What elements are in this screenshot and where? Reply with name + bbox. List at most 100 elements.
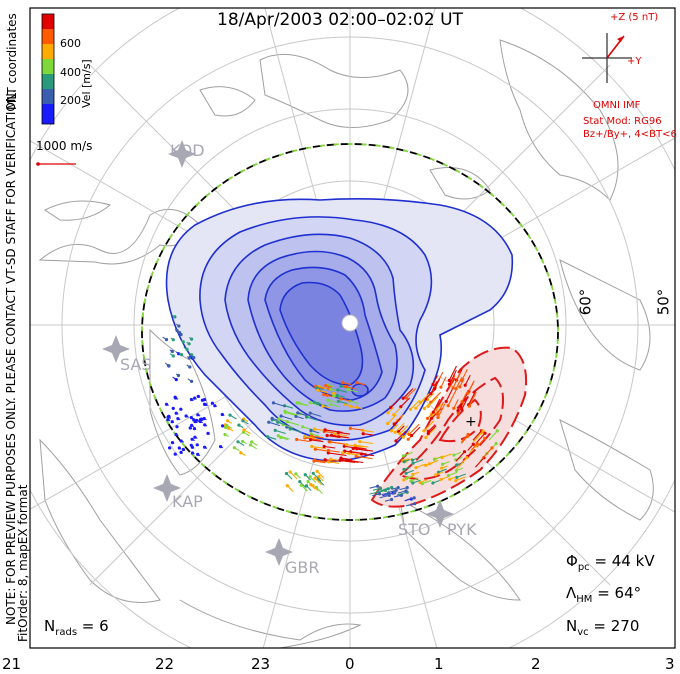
vector-line bbox=[306, 416, 319, 422]
vector-line bbox=[397, 490, 407, 494]
vector-line bbox=[372, 493, 380, 497]
hm-boundary bbox=[141, 143, 559, 521]
vector-line bbox=[287, 421, 300, 426]
vector-line bbox=[186, 356, 190, 359]
vector-line bbox=[240, 452, 246, 456]
vector-line bbox=[316, 470, 325, 479]
vector-line bbox=[359, 441, 374, 445]
vector-line bbox=[363, 429, 374, 433]
vector-line bbox=[461, 391, 468, 403]
vector-line bbox=[460, 435, 469, 444]
vector-line bbox=[280, 415, 293, 420]
imf-y-label: +Y bbox=[627, 56, 642, 67]
vector-line bbox=[334, 433, 347, 437]
vector-line bbox=[166, 403, 169, 406]
vector-line bbox=[394, 418, 401, 425]
vector-line bbox=[191, 424, 195, 428]
vector-line bbox=[178, 352, 183, 356]
vector-line bbox=[337, 394, 345, 398]
vector-line bbox=[456, 457, 468, 470]
vector-line bbox=[177, 418, 181, 421]
vector-line bbox=[192, 446, 195, 449]
vector-line bbox=[381, 492, 389, 496]
vector-line bbox=[306, 485, 312, 491]
vector-line bbox=[328, 452, 347, 457]
vector-line bbox=[437, 401, 444, 415]
vector-line bbox=[394, 494, 402, 498]
station-sto: STO bbox=[398, 520, 431, 539]
stat-model-label: Stat Mod: RG96 bbox=[583, 116, 662, 127]
vector-line bbox=[393, 415, 403, 425]
vector-line bbox=[174, 396, 177, 399]
vector-line bbox=[482, 447, 493, 459]
vector-line bbox=[224, 434, 229, 438]
vector-line bbox=[338, 431, 351, 435]
vector-line bbox=[229, 414, 237, 420]
vector-line bbox=[327, 384, 335, 388]
scale-vector-label: 1000 m/s bbox=[36, 139, 93, 153]
vector-line bbox=[310, 429, 320, 434]
vector-line bbox=[419, 479, 428, 484]
vector-line bbox=[431, 407, 441, 418]
vector-line bbox=[304, 435, 316, 439]
hm-latitude: ΛHM = 64° bbox=[566, 584, 642, 605]
station-kod: KOD bbox=[170, 141, 205, 160]
vector-line bbox=[300, 484, 308, 492]
vector-line bbox=[222, 414, 225, 416]
vector-line bbox=[395, 430, 407, 442]
imf-z-label: +Z (5 nT) bbox=[610, 12, 659, 23]
vector-line bbox=[449, 476, 456, 480]
vector-line bbox=[316, 487, 323, 494]
vector-line bbox=[488, 430, 498, 441]
vector-line bbox=[406, 497, 415, 501]
vector-line bbox=[319, 386, 328, 390]
vector-line bbox=[296, 438, 310, 442]
vector-line bbox=[384, 498, 392, 502]
plot-frame bbox=[29, 7, 676, 649]
vector-line bbox=[387, 414, 397, 424]
vector-line bbox=[179, 447, 182, 450]
vector-line bbox=[356, 382, 366, 386]
vector-line bbox=[342, 452, 356, 456]
vector-line bbox=[222, 425, 225, 428]
vector-line bbox=[350, 427, 363, 431]
vector-line bbox=[178, 332, 182, 335]
vector-line bbox=[330, 403, 340, 408]
vector-line bbox=[344, 403, 354, 408]
vector-line bbox=[453, 451, 462, 456]
vector-line bbox=[405, 388, 417, 399]
vector-line bbox=[468, 390, 476, 405]
vector-line bbox=[327, 434, 341, 439]
vector-line bbox=[285, 411, 296, 416]
vector-line bbox=[330, 388, 337, 392]
vector-line bbox=[410, 477, 419, 482]
colorbar-tick-600: 600 bbox=[60, 37, 81, 50]
vector-line bbox=[369, 491, 379, 495]
vector-line bbox=[203, 418, 207, 421]
vector-line bbox=[430, 391, 442, 403]
vector-line bbox=[406, 475, 413, 479]
radar-count: Nrads = 6 bbox=[44, 617, 109, 638]
vector-line bbox=[174, 453, 178, 456]
station-sas: SAS bbox=[120, 355, 152, 374]
hm-boundary-overlay bbox=[141, 143, 559, 521]
vector-line bbox=[299, 481, 307, 488]
vector-line bbox=[453, 399, 459, 409]
vector-line bbox=[369, 485, 378, 489]
vector-line bbox=[197, 453, 201, 457]
vector-line bbox=[196, 444, 200, 447]
vector-line bbox=[194, 397, 197, 400]
vector-line bbox=[289, 471, 298, 480]
vector-line bbox=[186, 341, 190, 345]
vector-line bbox=[191, 417, 195, 420]
vector-line bbox=[399, 487, 408, 491]
vector-line bbox=[212, 402, 215, 405]
vector-line bbox=[361, 453, 375, 457]
vector-line bbox=[460, 394, 468, 407]
vector-line bbox=[372, 487, 381, 491]
vector-line bbox=[432, 375, 438, 385]
vector-line bbox=[437, 403, 446, 418]
vector-line bbox=[273, 402, 286, 408]
vector-line bbox=[434, 378, 441, 390]
vector-line bbox=[403, 451, 413, 457]
